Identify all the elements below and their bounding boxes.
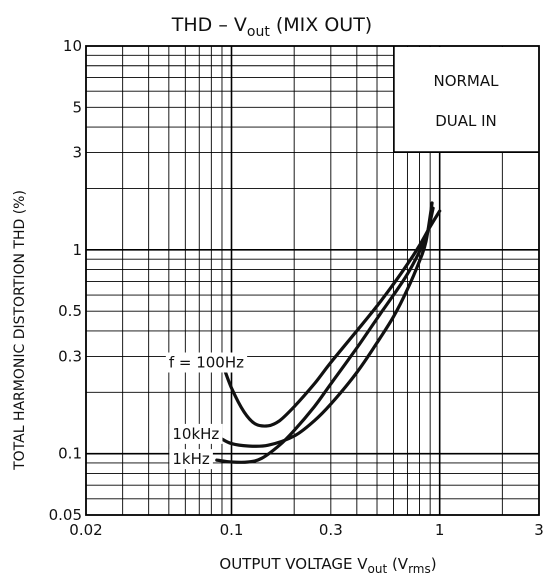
series-line-0 [220, 209, 442, 428]
x-axis-label-main: OUTPUT VOLTAGE V [219, 555, 368, 573]
series-label-1: 10kHz [172, 425, 219, 443]
series-label-background [169, 449, 213, 470]
condition-box: NORMAL DUAL IN [393, 46, 539, 153]
y-tick-label: 1 [72, 241, 82, 259]
y-tick-label: 0.3 [58, 347, 82, 365]
chart-title-subscript: out [247, 24, 270, 40]
y-tick-label: 0.1 [58, 445, 82, 463]
condition-line-1: NORMAL [433, 72, 499, 90]
series-labels: f = 100Hz 10kHz 1kHz [165, 352, 248, 470]
y-tick-label: 3 [72, 144, 82, 162]
y-axis-label: TOTAL HARMONIC DISTORTION THD (%) [12, 190, 28, 471]
x-axis-label-unit-close: ) [431, 555, 437, 573]
plot-frame [85, 45, 540, 516]
x-tick-label: 3 [534, 521, 544, 539]
condition-box-background [394, 47, 539, 152]
x-tick-label: 0.02 [69, 521, 102, 539]
x-tick-labels: 0.02 0.1 0.3 1 3 [69, 521, 543, 539]
series-label-background [169, 423, 223, 444]
y-tick-label: 5 [72, 98, 82, 116]
x-tick-label: 1 [435, 521, 445, 539]
x-axis-label-subscript: out [368, 562, 388, 576]
series-curves [209, 201, 442, 464]
series-label-0: f = 100Hz [169, 354, 244, 372]
y-tick-label: 10 [63, 37, 82, 55]
x-axis-label-unit-open: (V [387, 555, 409, 573]
y-tick-labels: 10 5 3 1 0.5 0.3 0.1 0.05 [49, 37, 82, 524]
chart-title-rest: (MIX OUT) [270, 14, 372, 36]
x-tick-label: 0.1 [220, 521, 244, 539]
chart-title: THD – Vout (MIX OUT) [171, 14, 372, 40]
x-tick-label: 0.3 [319, 521, 343, 539]
y-tick-label: 0.05 [49, 506, 82, 524]
series-label-background [165, 352, 248, 373]
x-axis-label: OUTPUT VOLTAGE Vout (Vrms) [219, 555, 436, 576]
x-axis-label-unit-subscript: rms [408, 562, 431, 576]
series-label-2: 1kHz [172, 450, 210, 468]
chart-title-main: THD – V [171, 14, 247, 36]
y-tick-label: 0.5 [58, 302, 82, 320]
condition-line-2: DUAL IN [435, 112, 497, 130]
series-line-1 [209, 201, 434, 448]
series-line-2 [215, 206, 435, 464]
